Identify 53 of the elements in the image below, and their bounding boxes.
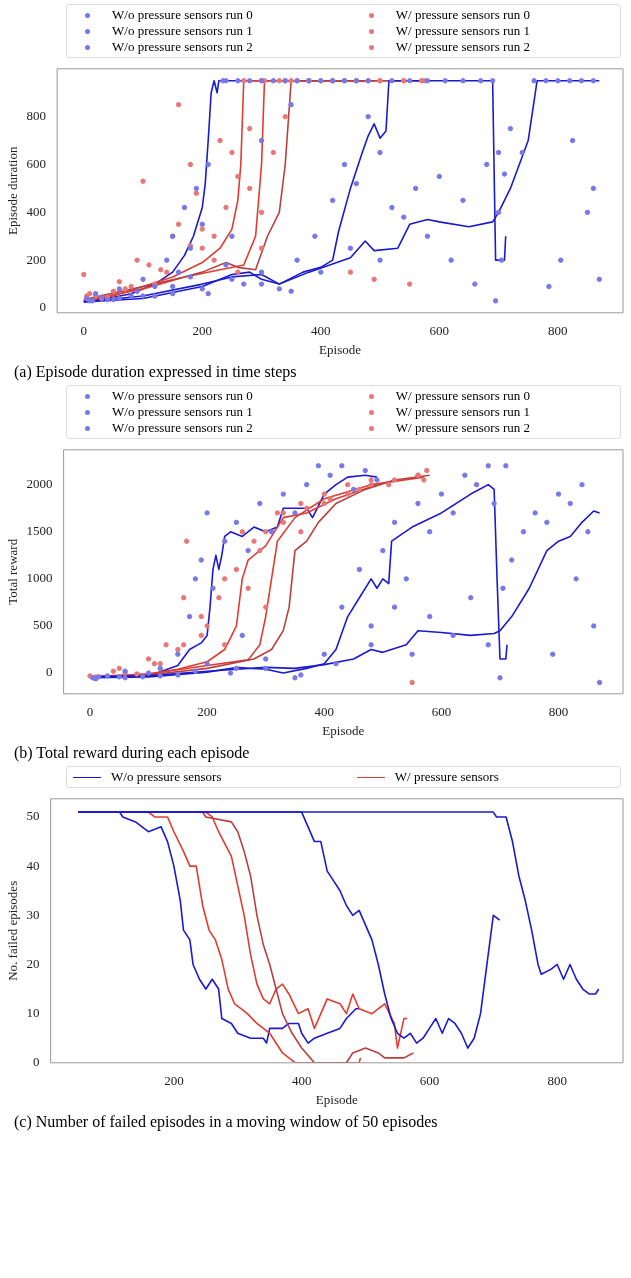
y-tick-label: 400 — [26, 203, 47, 219]
y-axis-title: Total reward — [5, 538, 21, 605]
y-tick-label: 10 — [26, 1005, 40, 1021]
y-tick-label: 500 — [33, 617, 53, 633]
x-tick-label: 200 — [164, 1073, 184, 1089]
x-tick-label: 600 — [431, 704, 452, 720]
x-axis-title: Episode — [322, 722, 365, 738]
x-tick-label: 800 — [548, 704, 569, 720]
legend-label: W/o pressure sensors run 0 — [112, 7, 253, 23]
y-tick-label: 800 — [26, 108, 47, 124]
x-tick-label: 200 — [192, 323, 213, 339]
legend-label: W/o pressure sensors run 1 — [112, 23, 253, 39]
y-tick-label: 40 — [26, 857, 40, 873]
y-tick-label: 0 — [33, 1054, 40, 1070]
x-tick-label: 400 — [311, 323, 331, 339]
x-tick-label: 0 — [86, 704, 94, 720]
y-axis-title: Episode duration — [5, 146, 21, 236]
legend-label: W/o pressure sensors run 2 — [112, 39, 253, 55]
y-axis-title: No. failed episodes — [5, 881, 21, 982]
legend-label: W/o pressure sensors run 2 — [112, 420, 253, 437]
legend-label: W/ pressure sensors run 2 — [395, 420, 531, 437]
x-tick-label: 600 — [429, 323, 450, 339]
x-tick-label: 400 — [314, 704, 335, 720]
text: (b) Total reward during each episode — [13, 743, 251, 763]
y-tick-label: 0 — [46, 664, 53, 680]
legend-label: W/ pressure sensors run 0 — [395, 7, 531, 23]
x-tick-label: 800 — [547, 1073, 567, 1089]
x-tick-label: 600 — [419, 1073, 440, 1089]
legend-label: W/ pressure sensors run 2 — [395, 39, 531, 55]
legend-label: W/ pressure sensors — [394, 769, 499, 786]
x-tick-label: 200 — [197, 704, 217, 720]
y-tick-label: 2000 — [26, 476, 53, 492]
legend-label: W/ pressure sensors run 1 — [395, 23, 531, 39]
legend-label: W/ pressure sensors run 1 — [395, 404, 531, 421]
x-tick-label: 800 — [548, 323, 568, 339]
text: (a) Episode duration expressed in time steps — [13, 362, 298, 382]
y-tick-label: 0 — [39, 299, 47, 315]
legend-label: W/o pressure sensors run 0 — [112, 388, 253, 405]
y-tick-label: 30 — [26, 907, 40, 923]
x-axis-title: Episode — [315, 1092, 358, 1107]
x-axis-title: Episode — [319, 341, 362, 357]
legend-label: W/ pressure sensors run 0 — [395, 388, 531, 405]
y-tick-label: 1500 — [26, 523, 53, 539]
y-tick-label: 20 — [26, 956, 40, 972]
y-tick-label: 1000 — [26, 570, 53, 586]
x-tick-label: 400 — [291, 1073, 312, 1089]
legend-label: W/o pressure sensors run 1 — [112, 404, 253, 421]
y-tick-label: 50 — [26, 808, 40, 824]
legend-label: W/o pressure sensors — [111, 769, 222, 786]
y-tick-label: 200 — [26, 251, 47, 267]
text: (c) Number of failed episodes in a moving window of 50 episodes — [13, 1112, 439, 1132]
x-tick-label: 0 — [80, 323, 88, 339]
y-tick-label: 600 — [26, 155, 47, 171]
